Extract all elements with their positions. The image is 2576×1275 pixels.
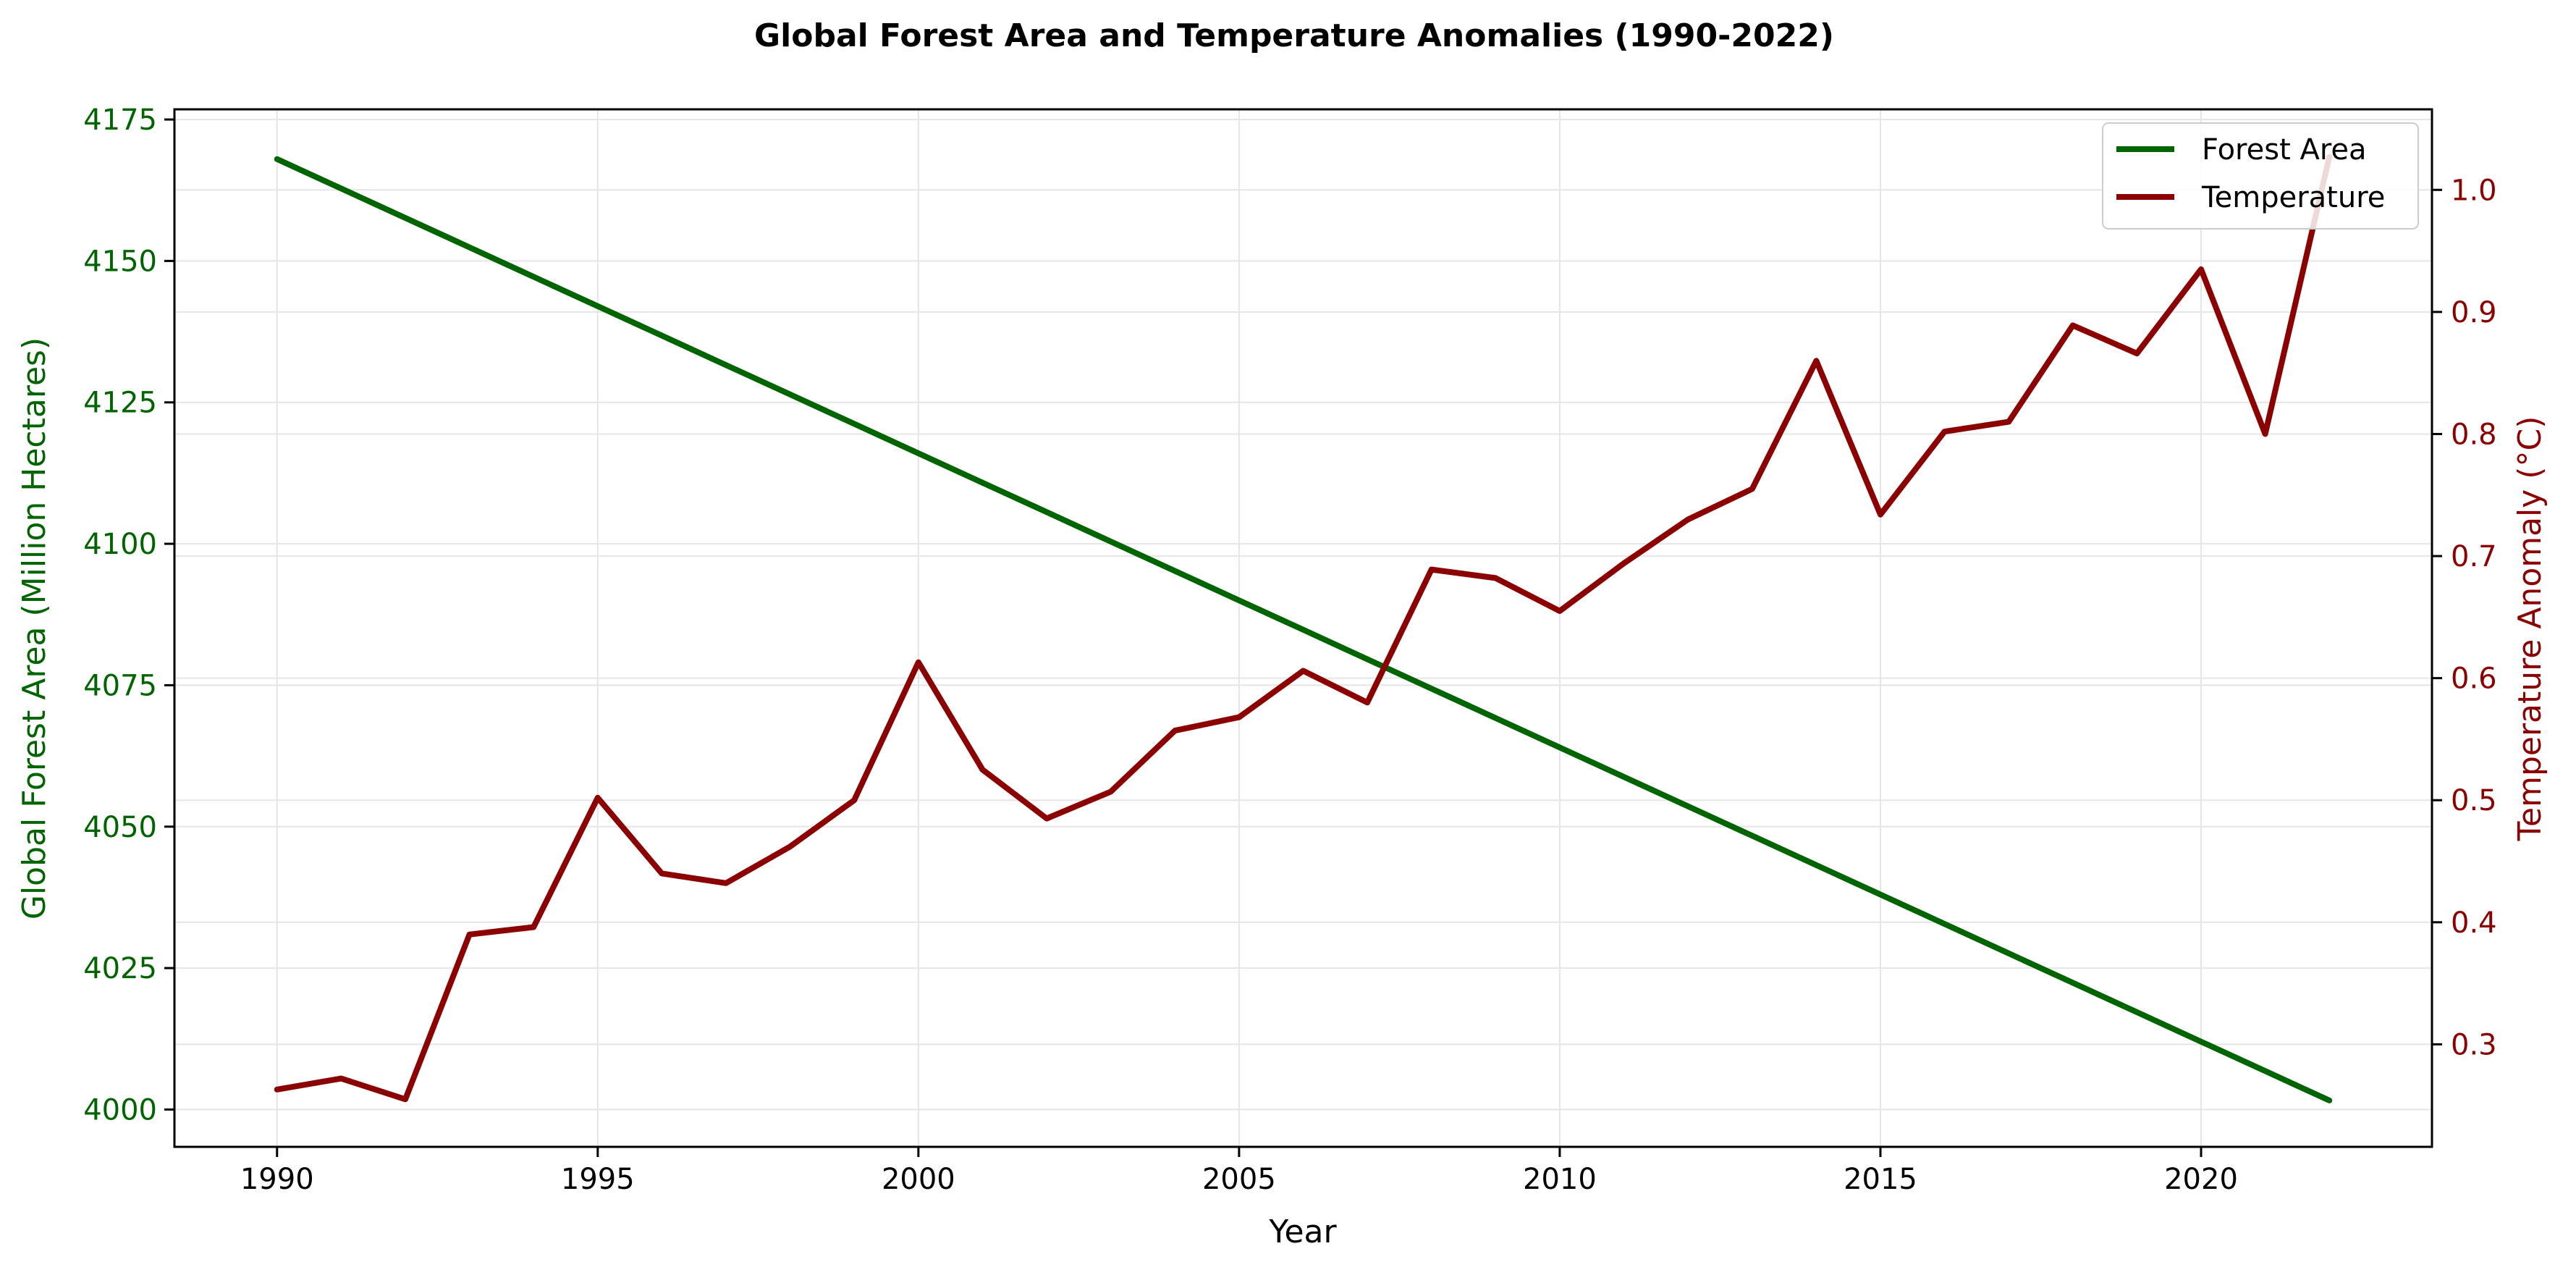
plot-frame	[173, 108, 2433, 1148]
legend: Forest Area Temperature	[2102, 122, 2419, 230]
x-axis-label: Year	[1268, 1213, 1337, 1250]
legend-label-forest-area: Forest Area	[2202, 133, 2367, 167]
y-right-tick-label: 0.7	[2451, 540, 2497, 573]
y-left-tick-label: 4100	[83, 528, 157, 561]
x-tick-label: 2005	[1202, 1163, 1276, 1196]
y-left-tick-label: 4150	[83, 245, 157, 278]
chart-title: Global Forest Area and Temperature Anoma…	[754, 17, 1834, 54]
y-right-tick-label: 0.9	[2451, 296, 2497, 329]
y-left-tick-label: 4050	[83, 811, 157, 844]
y-axis-right-ticks: 0.3 0.4 0.5 0.6 0.7 0.8 0.9 1.0	[2432, 174, 2497, 1061]
legend-label-temperature: Temperature	[2201, 181, 2385, 214]
y-left-tick-label: 4175	[83, 104, 157, 137]
y-right-tick-label: 0.5	[2451, 784, 2497, 817]
x-tick-label: 1990	[240, 1163, 314, 1196]
y-right-tick-label: 0.3	[2451, 1028, 2497, 1061]
y-left-tick-label: 4025	[83, 952, 157, 985]
series-layer	[274, 153, 2333, 1103]
temperature-line	[274, 153, 2333, 1103]
x-tick-label: 1995	[561, 1163, 635, 1196]
x-tick-label: 2020	[2164, 1163, 2238, 1196]
y-axis-right-label: Temperature Anomaly (°C)	[2512, 416, 2548, 842]
y-right-tick-label: 0.8	[2451, 418, 2497, 451]
grid-layer	[174, 109, 2432, 1147]
y-left-tick-label: 4125	[83, 387, 157, 420]
y-right-tick-label: 1.0	[2451, 174, 2497, 207]
y-axis-left-ticks: 4000 4025 4050 4075 4100 4125 4150 4175	[83, 104, 174, 1127]
x-tick-label: 2015	[1844, 1163, 1917, 1196]
x-tick-label: 2000	[882, 1163, 955, 1196]
y-right-tick-label: 0.4	[2451, 906, 2497, 940]
forest-area-line	[274, 156, 2333, 1103]
x-axis-ticks: 1990 1995 2000 2005 2010 2015 2020	[240, 1147, 2238, 1196]
y-left-tick-label: 4075	[83, 669, 157, 702]
x-tick-label: 2010	[1523, 1163, 1597, 1196]
y-left-tick-label: 4000	[83, 1093, 157, 1127]
y-right-tick-label: 0.6	[2451, 662, 2497, 696]
y-axis-left-label: Global Forest Area (Million Hectares)	[16, 337, 53, 920]
legend-box	[2102, 122, 2419, 230]
